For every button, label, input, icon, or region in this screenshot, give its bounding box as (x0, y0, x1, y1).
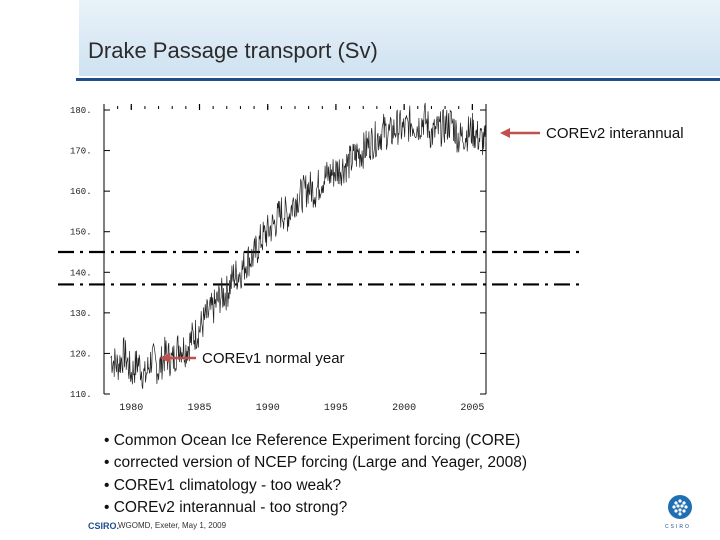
y-tick-label: 120. (70, 349, 92, 359)
y-tick-label: 160. (70, 187, 92, 197)
x-ticks: 1980 1985 1990 1995 2000 2005 (103, 104, 487, 414)
annotation-corev2: COREv2 interannual (546, 125, 684, 142)
logo-text: CSIRO (665, 524, 691, 530)
x-tick-label: 1995 (324, 403, 348, 414)
csiro-logo-icon (668, 495, 692, 519)
series-group (110, 102, 487, 389)
x-tick-label: 1980 (119, 403, 143, 414)
reference-lines (58, 250, 580, 286)
x-tick-label: 2005 (460, 403, 484, 414)
annotation-arrow-head (160, 353, 170, 363)
y-tick-label: 180. (70, 106, 92, 116)
footer-text: WGOMD, Exeter, May 1, 2009 (118, 521, 227, 530)
slide-header: Drake Passage transport (Sv) (0, 0, 720, 84)
x-tick-label: 1990 (256, 403, 280, 414)
bullet-item: • COREv1 climatology - too weak? (104, 476, 342, 494)
slide-title: Drake Passage transport (Sv) (88, 38, 378, 63)
y-tick-label: 130. (70, 309, 92, 319)
bullet-item: • COREv2 interannual - too strong? (104, 499, 348, 517)
series-line-corev2 (110, 102, 487, 389)
y-ticks: 110. 120. 130. 140. 150. 160. 170. 180. (70, 106, 486, 400)
chart-axes (103, 104, 487, 394)
bullet-item: • Common Ocean Ice Reference Experiment … (104, 432, 521, 449)
header-rule (76, 78, 720, 81)
annotation-corev1: COREv1 normal year (202, 350, 345, 367)
annotation-arrow-head (500, 128, 510, 138)
annotations: COREv2 interannual COREv1 normal year (160, 125, 684, 367)
x-tick-label: 1985 (187, 403, 211, 414)
footer-brand: CSIRO. (88, 521, 120, 531)
header-band (76, 0, 720, 76)
x-tick-label: 2000 (392, 403, 416, 414)
y-tick-label: 140. (70, 268, 92, 278)
bullet-list: • Common Ocean Ice Reference Experiment … (104, 430, 527, 520)
y-tick-label: 110. (70, 390, 92, 400)
y-tick-label: 170. (70, 147, 92, 157)
bullet-item: • corrected version of NCEP forcing (Lar… (104, 454, 528, 472)
y-tick-label: 150. (70, 228, 92, 238)
